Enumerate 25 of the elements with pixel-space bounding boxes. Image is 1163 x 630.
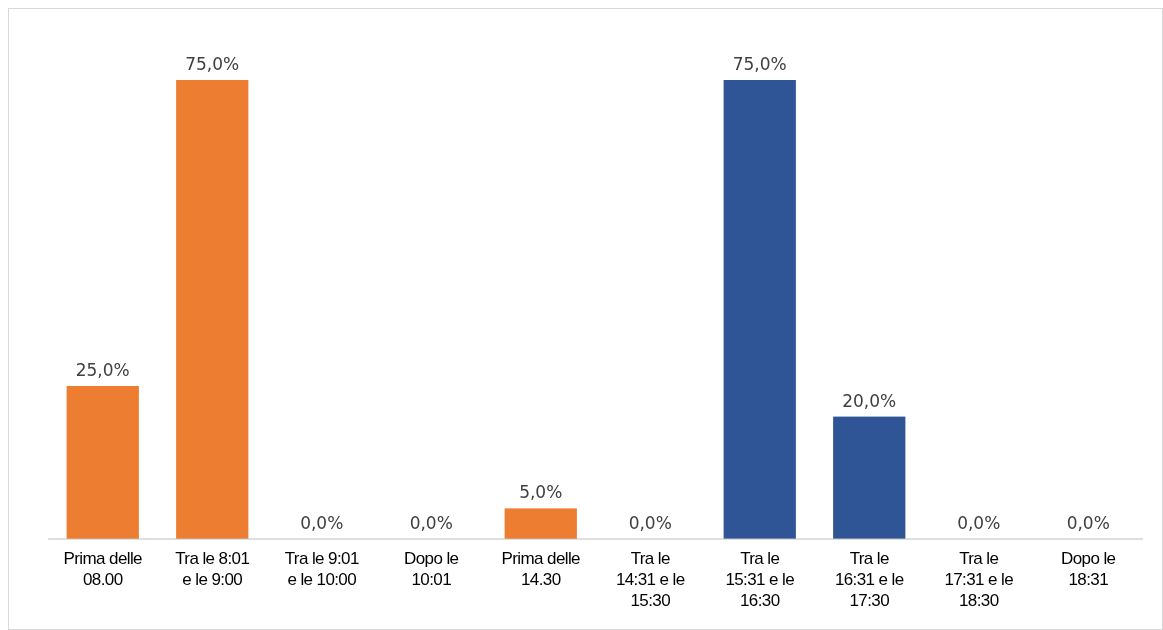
data-label: 75,0%	[732, 54, 787, 74]
bar	[723, 80, 796, 539]
data-label: 20,0%	[842, 390, 897, 411]
bar	[66, 386, 139, 539]
x-tick-label: Prima delle 08.00	[63, 549, 143, 589]
x-tick-label: Tra le 9:01 e le 10:00	[284, 549, 359, 589]
x-tick-label: Tra le 15:31 e le 16:30	[725, 549, 795, 610]
data-label: 0,0%	[1066, 513, 1110, 533]
data-label: 0,0%	[409, 513, 453, 533]
data-label: 25,0%	[75, 360, 130, 380]
data-label: 5,0%	[519, 482, 563, 503]
x-tick-label: Prima delle 14.30	[501, 549, 581, 589]
bar	[504, 508, 577, 539]
data-label: 0,0%	[300, 513, 344, 533]
x-tick-label: Tra le 16:31 e le 17:30	[834, 549, 904, 610]
x-tick-label: Tra le 17:31 e le 18:30	[944, 549, 1014, 610]
x-tick-label: Dopo le 10:01	[404, 549, 459, 589]
bar	[176, 80, 249, 539]
x-tick-label: Dopo le 18:31	[1061, 549, 1116, 589]
x-tick-label: Tra le 8:01 e le 9:00	[175, 549, 250, 589]
x-tick-label: Tra le 14:31 e le 15:30	[615, 549, 685, 610]
bar	[833, 416, 906, 539]
data-label: 0,0%	[957, 513, 1001, 533]
data-label: 75,0%	[185, 54, 240, 74]
data-label: 0,0%	[628, 513, 672, 533]
